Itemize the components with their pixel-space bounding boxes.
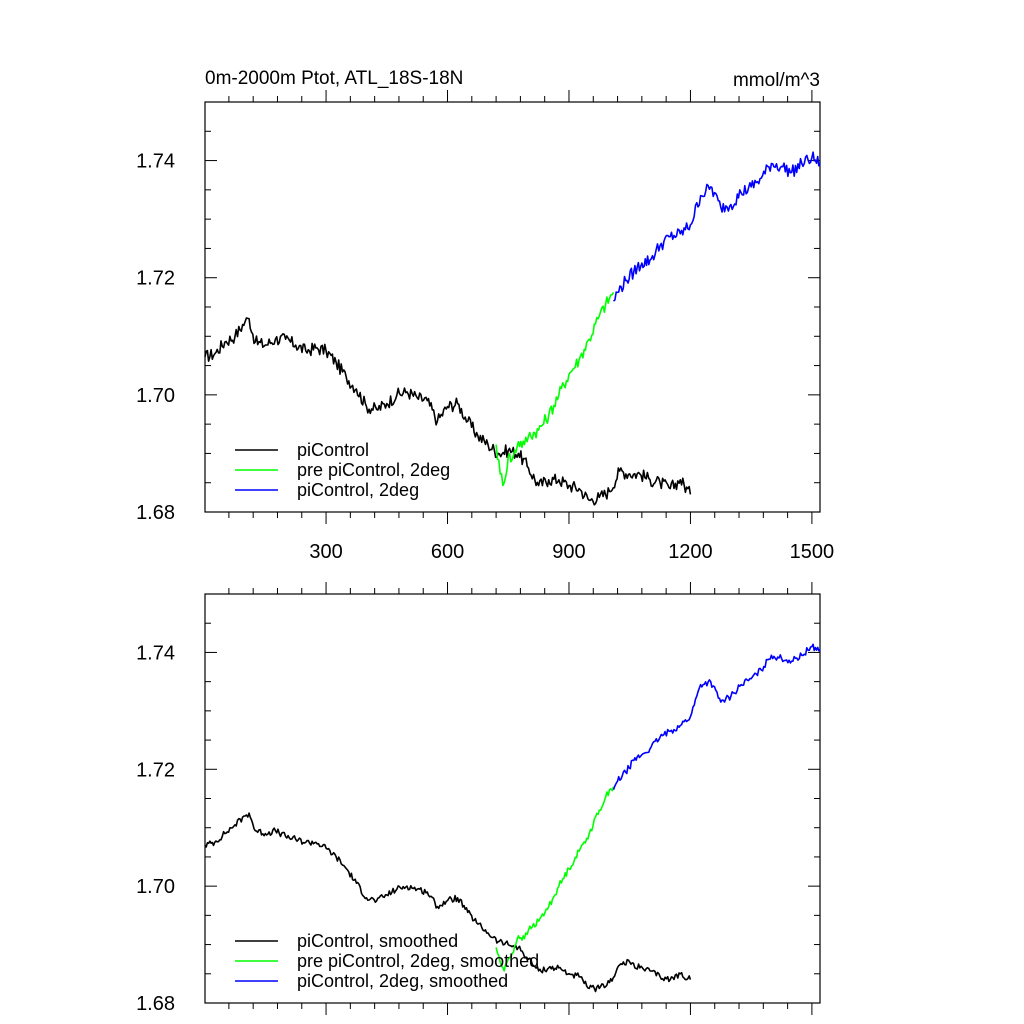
x-tick-label: 600 bbox=[431, 541, 464, 563]
legend-label: piControl, smoothed bbox=[297, 931, 458, 951]
legend-label: piControl, 2deg bbox=[297, 480, 419, 500]
y-tick-label: 1.72 bbox=[136, 759, 175, 781]
y-tick-label: 1.70 bbox=[136, 385, 175, 407]
series-line-pre-picontrol-2deg-smoothed bbox=[495, 786, 615, 972]
y-tick-label: 1.74 bbox=[136, 151, 175, 173]
y-tick-label: 1.70 bbox=[136, 876, 175, 898]
series-line-picontrol bbox=[204, 317, 692, 506]
series-line-picontrol-2deg-smoothed bbox=[612, 643, 821, 790]
x-tick-label: 1200 bbox=[668, 541, 713, 563]
legend-label: piControl bbox=[297, 440, 369, 460]
y-tick-label: 1.74 bbox=[136, 642, 175, 664]
series-line-picontrol-2deg bbox=[613, 151, 821, 302]
legend-label: piControl, 2deg, smoothed bbox=[297, 971, 508, 991]
units-label: mmol/m^3 bbox=[733, 70, 820, 91]
y-tick-label: 1.68 bbox=[136, 502, 175, 524]
y-tick-label: 1.72 bbox=[136, 268, 175, 290]
legend-label: pre piControl, 2deg, smoothed bbox=[297, 951, 539, 971]
chart-panel-1: 1.68 1.70 1.72 1.74 300 600 900 1200 1500 piContr… bbox=[136, 90, 834, 563]
chart-title: 0m-2000m Ptot, ATL_18S-18N bbox=[205, 68, 463, 89]
series-line-pre-picontrol-2deg bbox=[495, 292, 615, 487]
x-tick-label: 900 bbox=[552, 541, 585, 563]
x-tick-label: 300 bbox=[309, 541, 342, 563]
x-tick-label: 1500 bbox=[790, 541, 835, 563]
series-line-picontrol-smoothed bbox=[204, 812, 692, 993]
chart-panels: 1.68 1.70 1.72 1.74 300 600 900 1200 1500 piContr… bbox=[136, 90, 834, 1015]
y-tick-label: 1.68 bbox=[136, 993, 175, 1015]
legend-label: pre piControl, 2deg bbox=[297, 460, 450, 480]
